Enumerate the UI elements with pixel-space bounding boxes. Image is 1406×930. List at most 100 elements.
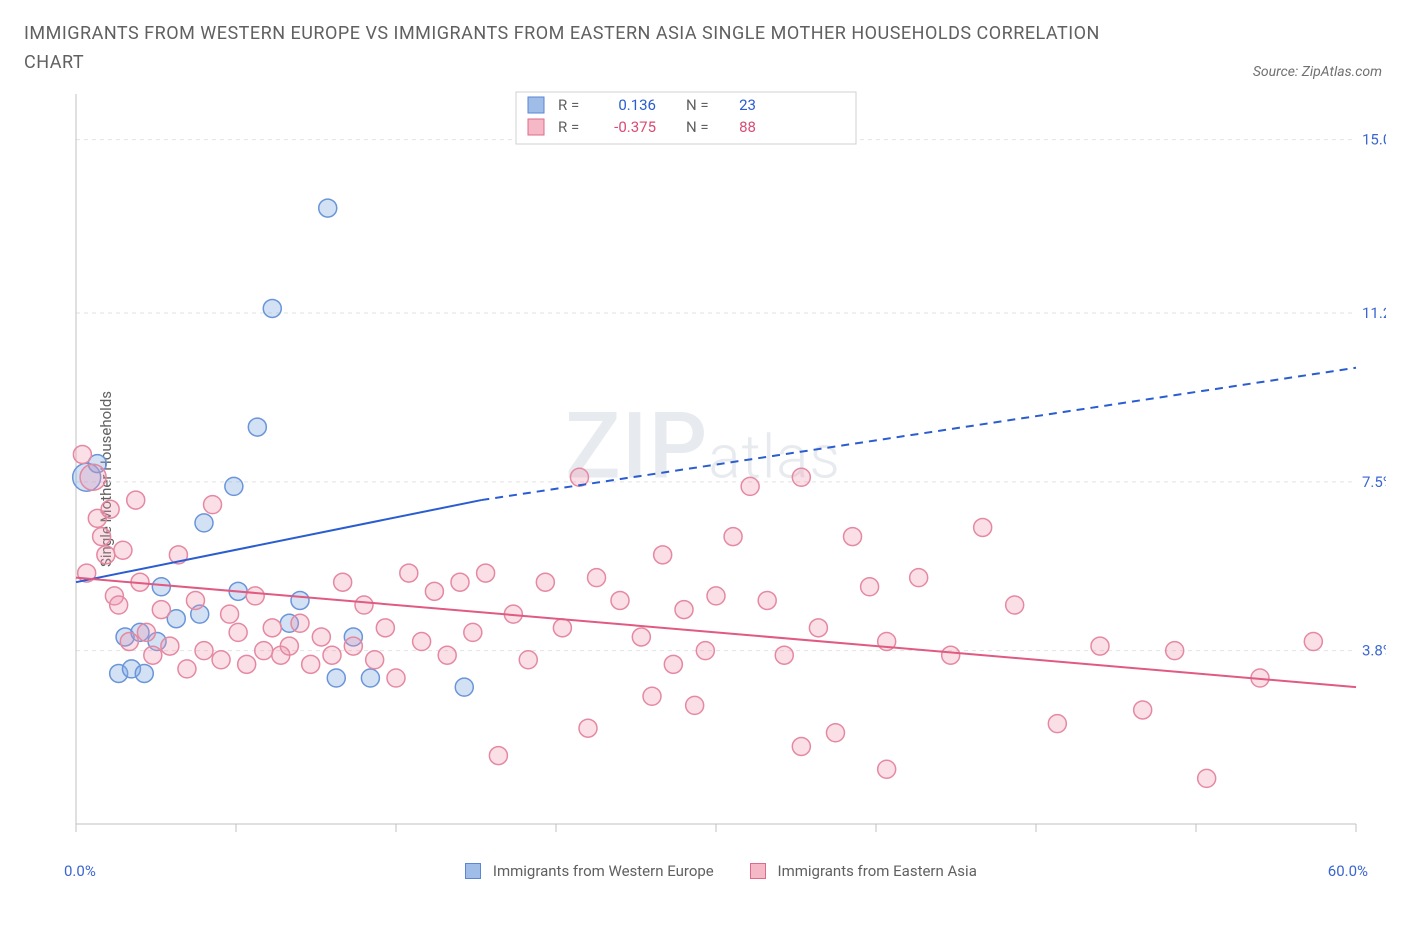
legend-n-value: 88 [739, 118, 756, 136]
data-point-western_europe [319, 199, 337, 217]
legend-top-swatch [528, 97, 544, 113]
data-point-eastern_asia [186, 591, 204, 609]
data-point-eastern_asia [400, 564, 418, 582]
data-point-western_europe [263, 299, 281, 317]
data-point-western_europe [361, 669, 379, 687]
data-point-western_europe [225, 477, 243, 495]
data-point-eastern_asia [280, 637, 298, 655]
data-point-eastern_asia [312, 628, 330, 646]
y-tick-label: 3.8% [1362, 642, 1386, 660]
data-point-eastern_asia [464, 623, 482, 641]
data-point-eastern_asia [144, 646, 162, 664]
data-point-eastern_asia [588, 569, 606, 587]
data-point-western_europe [248, 418, 266, 436]
legend-label-western-europe: Immigrants from Western Europe [493, 862, 714, 880]
legend-swatch-pink [750, 863, 766, 879]
data-point-eastern_asia [355, 596, 373, 614]
data-point-eastern_asia [127, 491, 145, 509]
data-point-eastern_asia [80, 464, 106, 490]
data-point-eastern_asia [73, 445, 91, 463]
data-point-eastern_asia [366, 651, 384, 669]
trendline-extrapolated-western_europe [481, 368, 1356, 500]
data-point-eastern_asia [161, 637, 179, 655]
data-point-eastern_asia [686, 696, 704, 714]
legend-label-eastern-asia: Immigrants from Eastern Asia [778, 862, 977, 880]
data-point-eastern_asia [1166, 642, 1184, 660]
data-point-eastern_asia [775, 646, 793, 664]
header-row: IMMIGRANTS FROM WESTERN EUROPE VS IMMIGR… [24, 20, 1382, 80]
data-point-eastern_asia [809, 619, 827, 637]
data-point-eastern_asia [291, 614, 309, 632]
data-point-eastern_asia [664, 655, 682, 673]
chart-area: Single Mother Households ZIPatlas 3.8%7.… [24, 84, 1382, 874]
data-point-eastern_asia [323, 646, 341, 664]
data-point-western_europe [152, 578, 170, 596]
data-point-eastern_asia [696, 642, 714, 660]
data-point-eastern_asia [758, 591, 776, 609]
data-point-eastern_asia [643, 687, 661, 705]
data-point-eastern_asia [707, 587, 725, 605]
data-point-eastern_asia [255, 642, 273, 660]
data-point-eastern_asia [611, 591, 629, 609]
data-point-eastern_asia [120, 633, 138, 651]
data-point-eastern_asia [536, 573, 554, 591]
scatter-chart-svg: 3.8%7.5%11.2%15.0%R =0.136N =23R =-0.375… [56, 84, 1386, 874]
legend-item-western-europe: Immigrants from Western Europe [465, 862, 714, 880]
data-point-western_europe [135, 664, 153, 682]
data-point-eastern_asia [212, 651, 230, 669]
data-point-eastern_asia [1134, 701, 1152, 719]
legend-n-label: N = [686, 96, 709, 114]
data-point-eastern_asia [229, 623, 247, 641]
data-point-eastern_asia [195, 642, 213, 660]
trendline-western_europe [76, 500, 481, 582]
data-point-eastern_asia [792, 468, 810, 486]
data-point-eastern_asia [1048, 715, 1066, 733]
data-point-eastern_asia [101, 500, 119, 518]
data-point-eastern_asia [413, 633, 431, 651]
data-point-eastern_asia [1006, 596, 1024, 614]
data-point-eastern_asia [344, 637, 362, 655]
data-point-eastern_asia [137, 623, 155, 641]
data-point-western_europe [195, 514, 213, 532]
data-point-eastern_asia [826, 724, 844, 742]
data-point-eastern_asia [724, 528, 742, 546]
data-point-eastern_asia [974, 518, 992, 536]
chart-title: IMMIGRANTS FROM WESTERN EUROPE VS IMMIGR… [24, 20, 1124, 78]
legend-top-swatch [528, 119, 544, 135]
data-point-eastern_asia [376, 619, 394, 637]
data-point-eastern_asia [263, 619, 281, 637]
data-point-eastern_asia [477, 564, 495, 582]
data-point-eastern_asia [110, 596, 128, 614]
data-point-eastern_asia [438, 646, 456, 664]
data-point-eastern_asia [302, 655, 320, 673]
legend-swatch-blue [465, 863, 481, 879]
data-point-western_europe [291, 591, 309, 609]
y-tick-label: 11.2% [1362, 304, 1386, 322]
data-point-eastern_asia [844, 528, 862, 546]
legend-r-value: 0.136 [618, 96, 656, 114]
chart-container: IMMIGRANTS FROM WESTERN EUROPE VS IMMIGR… [0, 0, 1406, 930]
legend-r-value: -0.375 [614, 118, 656, 136]
data-point-western_europe [327, 669, 345, 687]
legend-n-label: N = [686, 118, 709, 136]
data-point-eastern_asia [942, 646, 960, 664]
data-point-eastern_asia [204, 496, 222, 514]
data-point-eastern_asia [553, 619, 571, 637]
data-point-eastern_asia [878, 760, 896, 778]
data-point-eastern_asia [387, 669, 405, 687]
data-point-eastern_asia [861, 578, 879, 596]
source-attribution: Source: ZipAtlas.com [1253, 64, 1382, 80]
data-point-eastern_asia [910, 569, 928, 587]
data-point-western_europe [455, 678, 473, 696]
data-point-eastern_asia [792, 737, 810, 755]
legend-n-value: 23 [739, 96, 756, 114]
data-point-eastern_asia [93, 528, 111, 546]
data-point-eastern_asia [246, 587, 264, 605]
data-point-eastern_asia [579, 719, 597, 737]
data-point-eastern_asia [334, 573, 352, 591]
data-point-eastern_asia [632, 628, 650, 646]
data-point-eastern_asia [675, 601, 693, 619]
data-point-eastern_asia [1198, 769, 1216, 787]
data-point-eastern_asia [741, 477, 759, 495]
legend-r-label: R = [558, 96, 579, 114]
